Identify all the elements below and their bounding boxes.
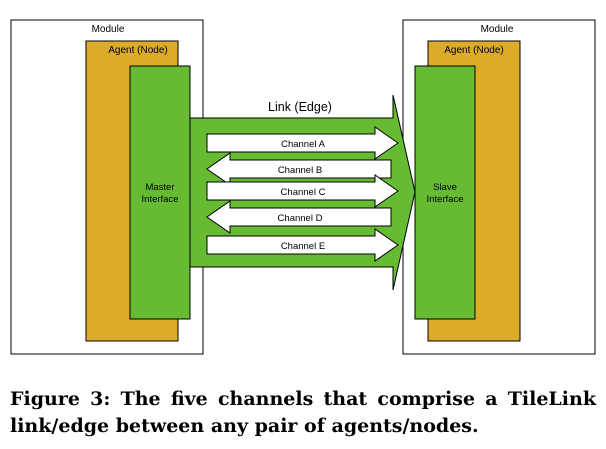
channel-b-label: Channel B <box>278 165 322 176</box>
tilelink-diagram: Module Agent (Node) Master Interface Mod… <box>0 0 606 365</box>
master-interface-label-line1: Master <box>145 182 174 193</box>
channel-c-label: Channel C <box>281 187 326 198</box>
right-module-label: Module <box>481 24 514 35</box>
right-agent-label: Agent (Node) <box>444 45 503 56</box>
slave-interface-label-line2: Interface <box>427 194 464 205</box>
channel-d-label: Channel D <box>278 213 323 224</box>
figure-caption: Figure 3: The five channels that compris… <box>10 386 596 440</box>
left-agent-label: Agent (Node) <box>108 45 167 56</box>
channel-a-label: Channel A <box>281 139 326 150</box>
link-label: Link (Edge) <box>268 100 332 114</box>
left-module-label: Module <box>92 24 125 35</box>
caption-prefix: Figure 3: <box>10 388 110 410</box>
channel-e-label: Channel E <box>281 241 325 252</box>
slave-interface-label-line1: Slave <box>433 182 457 193</box>
master-interface-label-line2: Interface <box>142 194 179 205</box>
